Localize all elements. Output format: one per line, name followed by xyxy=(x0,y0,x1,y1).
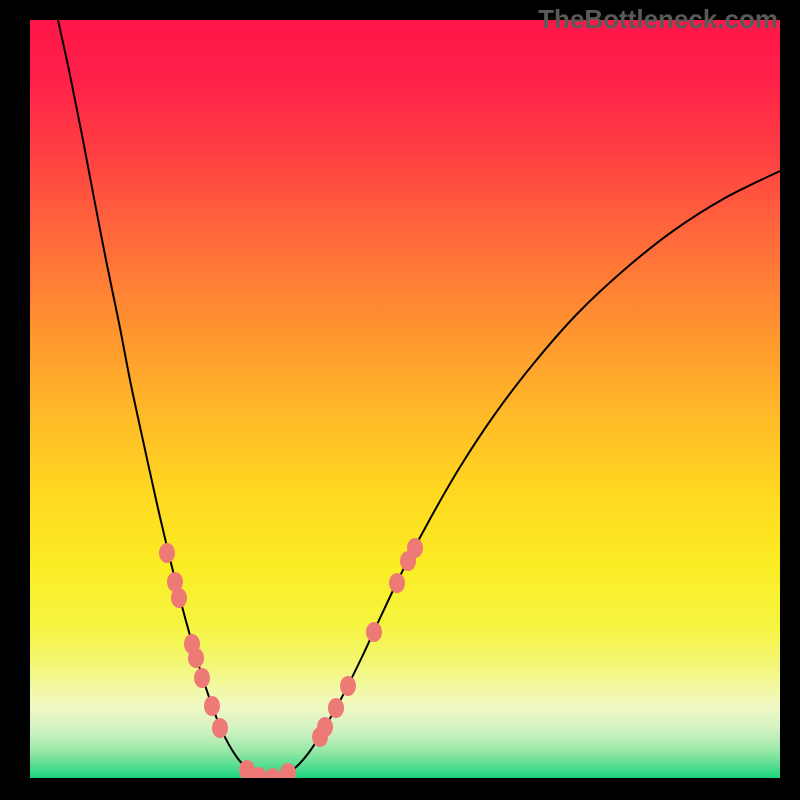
data-markers xyxy=(159,538,423,788)
data-marker xyxy=(204,696,220,716)
data-marker xyxy=(340,676,356,696)
data-marker xyxy=(194,668,210,688)
data-marker xyxy=(188,648,204,668)
data-marker xyxy=(389,573,405,593)
data-marker xyxy=(407,538,423,558)
data-marker xyxy=(328,698,344,718)
v-curve xyxy=(58,20,780,778)
chart-container: TheBottleneck.com xyxy=(0,0,800,800)
border-bottom xyxy=(0,778,800,800)
border-right xyxy=(780,0,800,800)
data-marker xyxy=(317,717,333,737)
data-marker xyxy=(212,718,228,738)
border-left xyxy=(0,0,30,800)
data-marker xyxy=(159,543,175,563)
chart-svg xyxy=(0,0,800,800)
watermark-text: TheBottleneck.com xyxy=(538,4,778,35)
data-marker xyxy=(366,622,382,642)
data-marker xyxy=(171,588,187,608)
